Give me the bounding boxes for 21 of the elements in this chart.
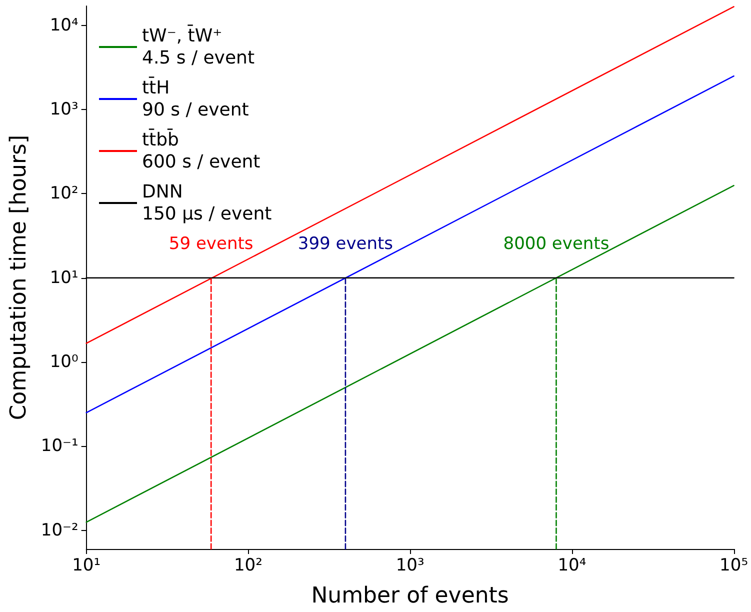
y-tick-label: 10⁰	[50, 352, 78, 372]
y-tick-label: 10⁻²	[40, 520, 78, 540]
legend-label: DNN 150 μs / event	[142, 182, 272, 224]
y-tick-label: 10²	[50, 184, 78, 204]
x-axis-title: Number of events	[311, 584, 509, 608]
y-tick-label: 10⁻¹	[40, 436, 78, 456]
x-tick-label: 10¹	[72, 556, 101, 576]
legend-label: tW⁻, t̄W⁺ 4.5 s / event	[142, 24, 254, 68]
y-axis-title: Computation time [hours]	[6, 134, 32, 420]
y-tick-label: 10⁴	[50, 15, 78, 36]
y-tick-label: 10³	[50, 100, 78, 120]
legend-label: tt̄H 90 s / event	[142, 76, 249, 120]
annotation: 8000 events	[503, 234, 610, 254]
annotation: 59 events	[168, 234, 254, 254]
x-tick-label: 10³	[396, 556, 424, 576]
x-tick-label: 10⁵	[720, 556, 748, 576]
y-tick-label: 10¹	[50, 268, 78, 288]
x-tick-label: 10²	[234, 556, 262, 576]
annotation: 399 events	[298, 234, 394, 254]
legend-label: tt̄bb̄ 600 s / event	[142, 128, 260, 172]
x-tick-label: 10⁴	[558, 556, 586, 576]
